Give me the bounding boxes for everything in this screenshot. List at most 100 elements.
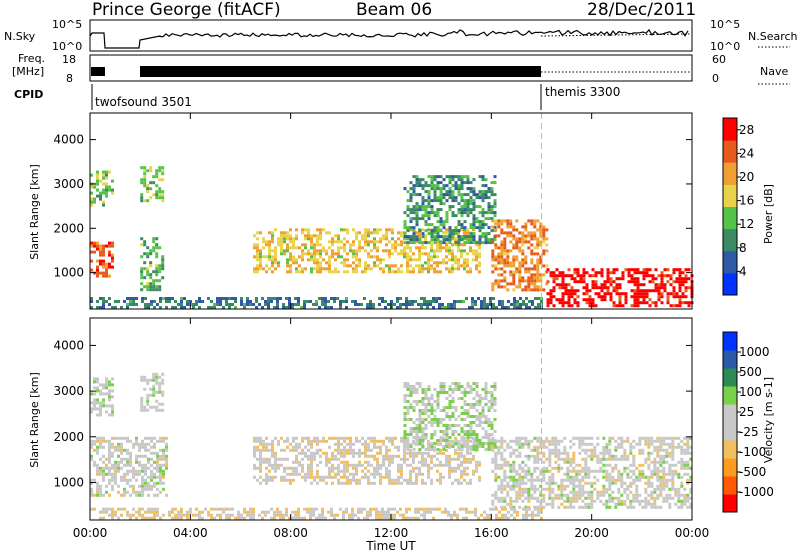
heatmap-cell	[391, 460, 394, 464]
heatmap-cell	[310, 457, 313, 461]
heatmap-cell	[322, 258, 325, 262]
heatmap-cell	[99, 306, 102, 309]
heatmap-cell	[421, 214, 425, 218]
heatmap-cell	[430, 406, 434, 409]
heatmap-cell	[463, 231, 466, 235]
heatmap-cell	[111, 484, 114, 488]
heatmap-cell	[99, 179, 102, 183]
heatmap-cell	[283, 475, 286, 479]
heatmap-cell	[132, 300, 135, 303]
heatmap-cell	[472, 238, 476, 242]
heatmap-cell	[310, 454, 313, 458]
heatmap-cell	[370, 255, 373, 259]
heatmap-cell	[522, 513, 525, 517]
heatmap-cell	[442, 439, 446, 442]
heatmap-cell	[421, 241, 425, 245]
heatmap-cell	[158, 169, 162, 173]
heatmap-cell	[286, 246, 289, 250]
heatmap-cell	[636, 283, 640, 287]
heatmap-cell	[309, 300, 312, 303]
heatmap-cell	[385, 475, 388, 479]
heatmap-cell	[423, 513, 426, 517]
heatmap-cell	[460, 235, 464, 239]
heatmap-cell	[512, 225, 516, 229]
heatmap-cell	[421, 421, 425, 424]
heatmap-cell	[480, 513, 483, 517]
heatmap-cell	[494, 267, 498, 271]
heatmap-cell	[304, 445, 307, 449]
heatmap-cell	[612, 286, 616, 290]
heatmap-cell	[605, 475, 609, 479]
heatmap-cell	[277, 457, 280, 461]
heatmap-cell	[606, 289, 610, 293]
heatmap-cell	[117, 463, 120, 467]
heatmap-cell	[307, 463, 310, 467]
heatmap-cell	[210, 507, 213, 511]
heatmap-cell	[475, 205, 479, 209]
heatmap-cell	[367, 228, 370, 232]
heatmap-cell	[442, 231, 445, 235]
heatmap-cell	[156, 475, 159, 479]
power-ylabel: Slant Range [km]	[28, 164, 41, 260]
heatmap-cell	[274, 460, 277, 464]
heatmap-cell	[439, 241, 443, 245]
heatmap-cell	[433, 400, 437, 403]
heatmap-cell	[573, 298, 577, 302]
heatmap-cell	[448, 175, 452, 179]
heatmap-cell	[539, 255, 543, 259]
heatmap-cell	[600, 268, 604, 272]
heatmap-cell	[475, 382, 479, 385]
heatmap-cell	[448, 235, 452, 239]
heatmap-cell	[228, 297, 231, 300]
heatmap-cell	[599, 490, 603, 494]
heatmap-cell	[150, 436, 153, 440]
heatmap-cell	[268, 258, 271, 262]
heatmap-cell	[144, 463, 147, 467]
heatmap-cell	[375, 513, 378, 517]
heatmap-cell	[367, 445, 370, 449]
heatmap-cell	[158, 267, 162, 271]
heatmap-cell	[147, 466, 150, 470]
heatmap-cell	[403, 406, 407, 409]
heatmap-cell	[557, 451, 561, 455]
heatmap-cell	[435, 507, 438, 511]
heatmap-cell	[379, 228, 382, 232]
heatmap-cell	[158, 390, 162, 394]
heatmap-cell	[156, 493, 159, 497]
heatmap-cell	[271, 442, 274, 446]
heatmap-cell	[626, 496, 630, 500]
heatmap-cell	[156, 487, 159, 491]
heatmap-cell	[369, 300, 372, 303]
heatmap-cell	[270, 507, 273, 511]
heatmap-cell	[146, 399, 150, 403]
heatmap-cell	[295, 436, 298, 440]
heatmap-cell	[343, 249, 346, 253]
heatmap-cell	[460, 187, 464, 191]
heatmap-cell	[304, 472, 307, 476]
heatmap-cell	[614, 505, 618, 509]
heatmap-cell	[662, 496, 666, 500]
heatmap-cell	[497, 466, 501, 470]
heatmap-cell	[469, 232, 473, 236]
heatmap-cell	[135, 436, 138, 440]
heatmap-cell	[654, 277, 658, 281]
heatmap-cell	[530, 219, 534, 223]
heatmap-cell	[608, 436, 612, 440]
heatmap-cell	[334, 267, 337, 271]
heatmap-cell	[466, 261, 469, 265]
heatmap-cell	[183, 306, 186, 309]
heatmap-cell	[647, 466, 651, 470]
heatmap-cell	[90, 401, 93, 405]
heatmap-cell	[515, 267, 519, 271]
heatmap-cell	[445, 193, 449, 197]
heatmap-cell	[424, 211, 428, 215]
colorbar-segment	[723, 404, 737, 423]
heatmap-cell	[633, 280, 637, 284]
heatmap-cell	[420, 507, 423, 511]
heatmap-cell	[349, 264, 352, 268]
heatmap-cell	[231, 303, 234, 306]
heatmap-cell	[686, 505, 690, 509]
heatmap-cell	[415, 442, 419, 445]
heatmap-cell	[683, 499, 687, 503]
heatmap-cell	[289, 466, 292, 470]
